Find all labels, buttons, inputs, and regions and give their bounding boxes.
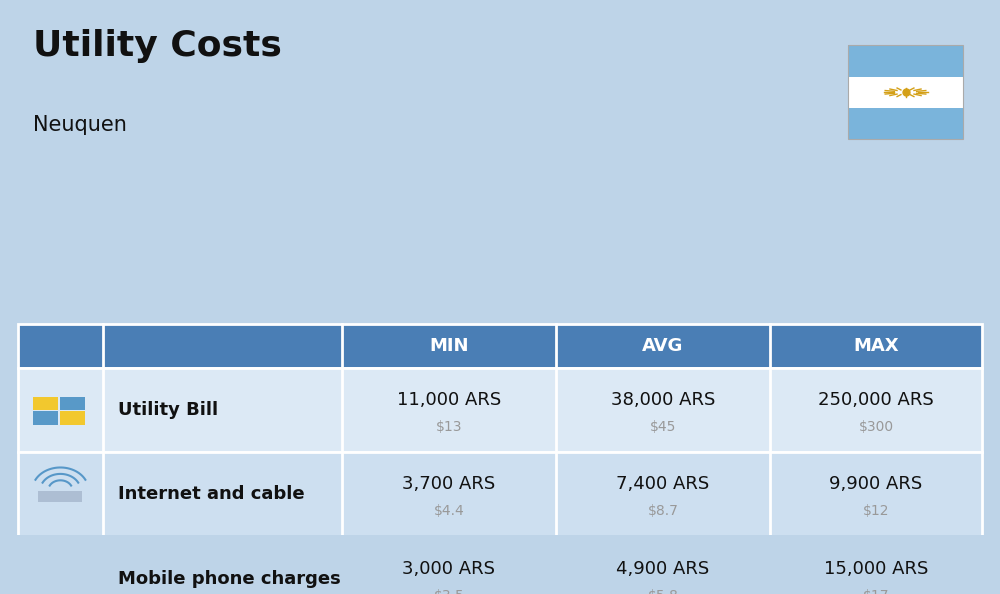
Bar xyxy=(33,397,58,410)
Bar xyxy=(18,536,982,594)
Text: 9,900 ARS: 9,900 ARS xyxy=(829,475,923,493)
Text: 11,000 ARS: 11,000 ARS xyxy=(397,391,501,409)
Text: 3,000 ARS: 3,000 ARS xyxy=(402,560,495,578)
Text: $12: $12 xyxy=(863,504,889,519)
Bar xyxy=(18,324,982,368)
Text: 38,000 ARS: 38,000 ARS xyxy=(611,391,715,409)
Text: 3,700 ARS: 3,700 ARS xyxy=(402,475,496,493)
Bar xyxy=(33,411,58,425)
Text: AVG: AVG xyxy=(642,337,684,355)
Text: 250,000 ARS: 250,000 ARS xyxy=(818,391,934,409)
Text: Mobile phone charges: Mobile phone charges xyxy=(118,570,341,588)
Bar xyxy=(38,491,82,502)
Text: $5.8: $5.8 xyxy=(647,589,678,594)
Text: Utility Costs: Utility Costs xyxy=(33,30,282,64)
Text: $300: $300 xyxy=(858,420,894,434)
Bar xyxy=(47,567,74,592)
Bar xyxy=(60,411,85,425)
Text: $3.5: $3.5 xyxy=(434,589,464,594)
Text: $17: $17 xyxy=(863,589,889,594)
Text: $8.7: $8.7 xyxy=(647,504,678,519)
Text: 4,900 ARS: 4,900 ARS xyxy=(616,560,710,578)
Bar xyxy=(848,108,963,139)
Text: MAX: MAX xyxy=(853,337,899,355)
Text: Neuquen: Neuquen xyxy=(33,115,127,135)
Text: Utility Bill: Utility Bill xyxy=(118,401,218,419)
Text: 7,400 ARS: 7,400 ARS xyxy=(616,475,710,493)
Text: $45: $45 xyxy=(650,420,676,434)
Text: 15,000 ARS: 15,000 ARS xyxy=(824,560,928,578)
Text: MIN: MIN xyxy=(429,337,469,355)
Bar xyxy=(60,397,85,410)
Bar xyxy=(18,368,982,452)
Text: $4.4: $4.4 xyxy=(434,504,464,519)
Bar xyxy=(848,77,963,108)
Bar xyxy=(848,46,963,139)
Bar xyxy=(848,46,963,77)
Text: $13: $13 xyxy=(436,420,462,434)
Bar xyxy=(18,452,982,536)
Text: Internet and cable: Internet and cable xyxy=(118,485,304,503)
